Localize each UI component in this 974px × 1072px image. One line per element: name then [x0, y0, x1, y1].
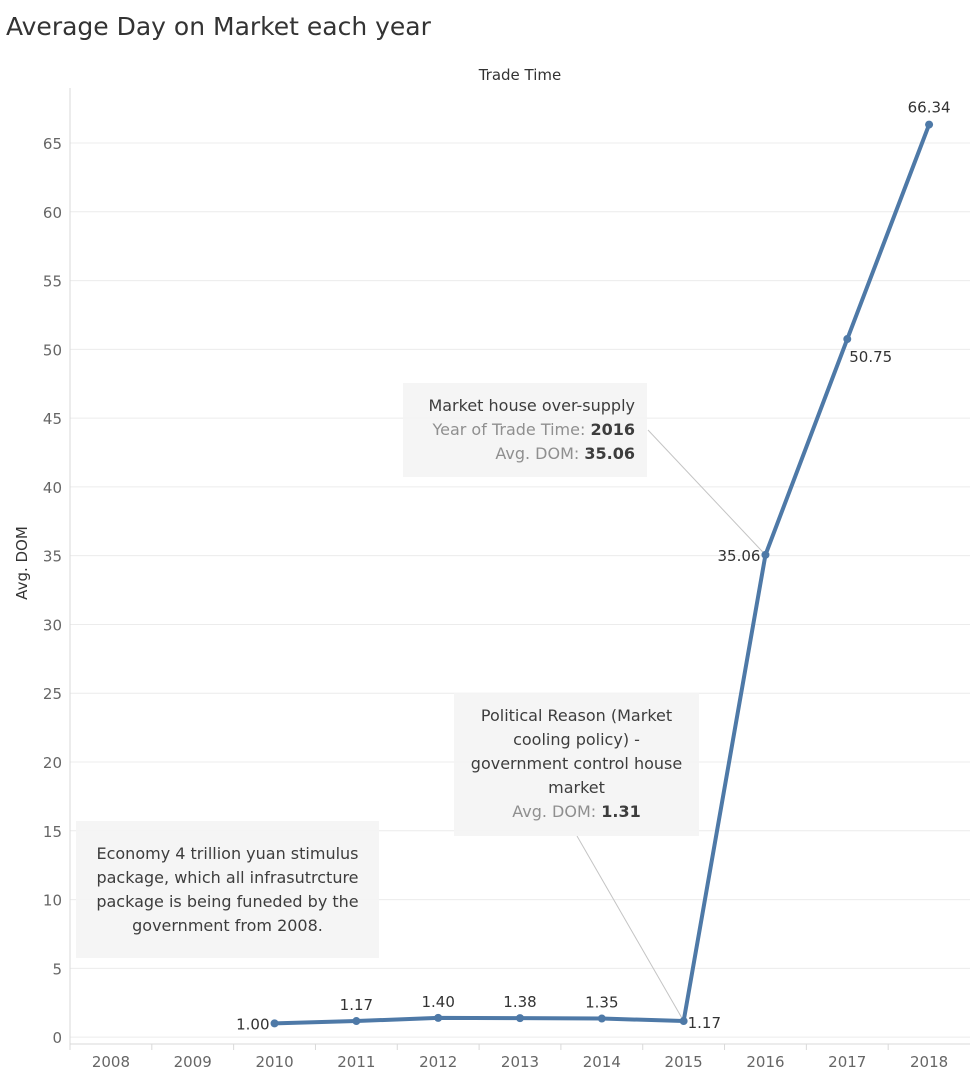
axes: 0 5 10 15 20 25 30 35 40 45 50 55 60 65 2008 2009 2010 20…: [43, 88, 970, 1071]
y-tick-label: 5: [52, 960, 62, 978]
annotation-value: 2016: [590, 420, 635, 439]
x-tick-label: 2018: [910, 1053, 948, 1071]
annotation-label: Year of Trade Time:: [432, 420, 586, 439]
annotation-value: 35.06: [584, 444, 635, 463]
data-label: 1.17: [688, 1014, 721, 1032]
y-axis-title: Avg. DOM: [13, 526, 31, 600]
data-label: 66.34: [908, 99, 951, 117]
data-point: [352, 1017, 361, 1026]
y-tick-label: 10: [43, 892, 62, 910]
data-label: 1.38: [503, 993, 536, 1011]
annotation-title-line: market: [548, 778, 605, 797]
gridlines: [70, 142, 970, 1038]
y-tick-label: 0: [52, 1029, 62, 1047]
data-labels: 1.00 1.17 1.40 1.38 1.35 1.17 35.06 50.75 66.34: [236, 99, 950, 1034]
annotation-title-line: cooling policy) -: [513, 730, 640, 749]
annotation-title-line: Political Reason (Market: [480, 706, 673, 725]
data-label: 1.00: [236, 1015, 269, 1033]
y-tick-label: 35: [43, 548, 62, 566]
x-tick-label: 2010: [255, 1053, 293, 1071]
data-label: 1.35: [585, 994, 618, 1012]
y-tick-label: 60: [43, 204, 62, 222]
data-point: [925, 120, 934, 129]
x-tick-label: 2015: [665, 1053, 703, 1071]
annotation-value: 1.31: [601, 802, 641, 821]
data-point: [270, 1019, 279, 1028]
annotation-row: Year of Trade Time: 2016: [403, 418, 635, 442]
x-tick-label: 2016: [746, 1053, 784, 1071]
chart-title: Average Day on Market each year: [6, 12, 431, 41]
y-tick-label: 45: [43, 410, 62, 428]
annotation-over-supply: Market house over-supply Year of Trade T…: [403, 383, 647, 477]
data-point: [434, 1013, 443, 1022]
annotation-title-line: government control house: [470, 754, 683, 773]
data-label: 35.06: [718, 547, 761, 565]
annotation-leader-lines: [576, 429, 766, 1022]
leader-line-2016: [647, 429, 766, 556]
data-point: [679, 1017, 688, 1026]
annotation-political-reason: Political Reason (Market cooling policy)…: [454, 693, 699, 836]
y-tick-label: 30: [43, 616, 62, 634]
data-point: [761, 550, 770, 559]
data-point: [516, 1014, 524, 1023]
x-tick-label: 2017: [828, 1053, 866, 1071]
y-tick-label: 55: [43, 273, 62, 291]
data-point: [597, 1014, 606, 1023]
data-point: [843, 335, 852, 344]
x-tick-label: 2013: [501, 1053, 539, 1071]
x-tick-label: 2014: [583, 1053, 621, 1071]
x-tick-label: 2009: [174, 1053, 212, 1071]
y-tick-label: 15: [43, 823, 62, 841]
y-tick-label: 65: [43, 135, 62, 153]
series-layer: [270, 120, 934, 1028]
y-tick-label: 40: [43, 479, 62, 497]
y-tick-label: 25: [43, 685, 62, 703]
annotation-title-line: Economy 4 trillion yuan stimulus: [96, 844, 359, 863]
annotation-label: Avg. DOM:: [495, 444, 580, 463]
y-tick-label: 20: [43, 754, 62, 772]
annotation-economy-stimulus: Economy 4 trillion yuan stimulus package…: [76, 821, 379, 958]
annotation-row: Avg. DOM: 35.06: [403, 442, 635, 466]
annotation-row: Avg. DOM: 1.31: [454, 800, 699, 824]
column-header: Trade Time: [478, 66, 562, 84]
annotation-title-line: government from 2008.: [132, 916, 323, 935]
leader-line-2015: [576, 835, 685, 1022]
x-tick-label: 2012: [419, 1053, 457, 1071]
annotation-label: Avg. DOM:: [512, 802, 597, 821]
data-label: 50.75: [849, 348, 892, 366]
y-tick-label: 50: [43, 341, 62, 359]
x-tick-label: 2011: [337, 1053, 375, 1071]
data-label: 1.17: [340, 996, 373, 1014]
annotation-title: Market house over-supply: [428, 396, 635, 415]
x-tick-label: 2008: [92, 1053, 130, 1071]
annotation-title-line: package, which all infrasutrcture: [96, 868, 359, 887]
data-label: 1.40: [421, 993, 454, 1011]
annotation-title-line: package is being funeded by the: [96, 892, 359, 911]
